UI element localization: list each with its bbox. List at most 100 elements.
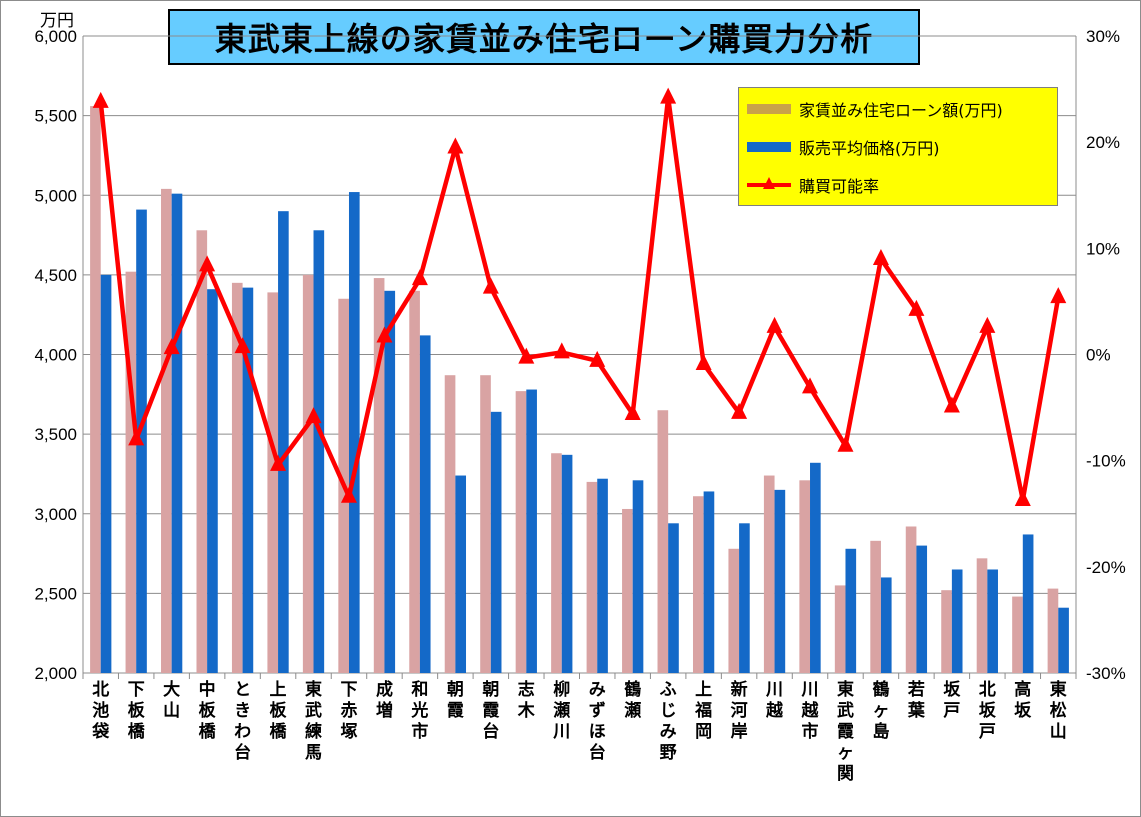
loan-bar — [976, 558, 988, 673]
x-axis-category-label: 高坂 — [1014, 679, 1032, 721]
rate-point — [199, 255, 216, 272]
rate-point — [589, 350, 606, 367]
x-axis-category-label: 川越 — [765, 680, 784, 721]
left-axis-tick-label: 5,000 — [34, 186, 77, 205]
rate-point — [234, 337, 251, 354]
price-bar — [242, 287, 254, 673]
price-bar — [278, 211, 289, 674]
right-axis-tick-label: -10% — [1086, 452, 1126, 471]
loan-bar — [941, 590, 952, 673]
price-bar — [526, 389, 537, 673]
left-axis-tick-label: 2,000 — [34, 664, 77, 683]
price-bar — [703, 491, 715, 673]
left-axis-tick-label: 5,500 — [34, 107, 77, 126]
loan-bar — [1012, 596, 1023, 673]
x-axis-category-label: 北坂戸 — [979, 680, 997, 742]
rate-point — [163, 338, 180, 355]
x-axis-category-label: 和光市 — [410, 680, 428, 742]
loan-bar — [763, 475, 775, 673]
left-axis-tick-label: 2,500 — [34, 584, 77, 603]
rate-point — [447, 137, 464, 154]
price-bar — [632, 480, 644, 673]
loan-bar — [692, 496, 704, 673]
rate-point — [1014, 489, 1031, 506]
right-axis-tick-label: 30% — [1086, 27, 1120, 46]
rate-point — [376, 326, 393, 343]
rate-point — [979, 316, 996, 333]
x-axis-category-label: 下赤塚 — [340, 680, 357, 742]
rate-point — [908, 299, 925, 316]
legend-item-price: 販売平均価格(万円) — [747, 135, 940, 159]
rate-point — [624, 403, 641, 420]
x-axis-category-label: 東武霞ヶ関 — [837, 679, 855, 784]
x-axis-category-label: 朝霞台 — [482, 679, 500, 742]
loan-bar — [1047, 588, 1059, 673]
rate-point — [411, 269, 428, 286]
left-axis-unit-label: 万円 — [40, 11, 74, 31]
price-bar — [739, 523, 750, 673]
price-bar — [490, 411, 502, 673]
price-bar — [845, 548, 857, 673]
legend-label-price: 販売平均価格(万円) — [799, 139, 940, 158]
price-bar — [880, 577, 892, 673]
x-axis-category-label: 柳瀬川 — [552, 679, 570, 742]
chart-legend: 家賃並み住宅ローン額(万円) 販売平均価格(万円) 購買可能率 — [738, 87, 1058, 206]
x-axis-category-label: ふじみ野 — [660, 680, 677, 763]
loan-bar — [161, 188, 172, 673]
price-bar — [951, 569, 963, 673]
price-bar — [100, 274, 112, 673]
rate-point — [553, 342, 570, 359]
price-bar — [455, 475, 467, 673]
legend-item-rate: 購買可能率 — [747, 173, 879, 197]
loan-bar — [657, 410, 669, 673]
rate-point — [482, 277, 499, 294]
left-axis-tick-label: 4,500 — [34, 266, 77, 285]
legend-swatch-price — [747, 142, 791, 152]
x-axis-category-label: 上福岡 — [694, 680, 712, 742]
price-bar — [916, 545, 928, 673]
x-axis-category-label: 志木 — [517, 679, 536, 721]
x-axis-category-label: 北池袋 — [91, 680, 110, 742]
legend-swatch-rate — [747, 177, 791, 189]
legend-swatch-loan — [747, 104, 791, 114]
rate-point — [340, 486, 357, 503]
x-axis-category-label: 東松山 — [1050, 679, 1067, 742]
loan-bar — [444, 375, 456, 673]
rate-point — [92, 91, 109, 108]
legend-item-loan: 家賃並み住宅ローン額(万円) — [747, 97, 1003, 121]
price-bar — [561, 454, 573, 673]
rate-point — [802, 377, 819, 394]
loan-bar — [515, 391, 527, 673]
x-axis-category-label: 大山 — [163, 679, 180, 721]
x-axis-category-label: 下板橋 — [128, 680, 146, 742]
rate-point — [731, 402, 748, 419]
x-axis-category-label: 鶴瀬 — [624, 679, 641, 721]
price-bar — [171, 193, 183, 673]
price-bar — [1058, 607, 1069, 673]
loan-bar — [90, 106, 101, 673]
loan-bar — [586, 481, 598, 673]
price-bar — [987, 569, 998, 673]
loan-bar — [196, 230, 208, 673]
price-bar — [384, 290, 396, 673]
loan-bar — [125, 271, 137, 673]
rate-point — [837, 435, 854, 452]
rate-point — [660, 87, 677, 104]
rate-point — [305, 407, 322, 424]
left-axis-tick-label: 4,000 — [34, 346, 77, 365]
price-bar — [419, 335, 431, 673]
x-axis-category-label: 朝霞 — [447, 679, 465, 721]
chart-title: 東武東上線の家賃並み住宅ローン購買力分析 — [168, 9, 920, 65]
x-axis-category-label: 中板橋 — [199, 679, 217, 742]
loan-bar — [870, 540, 881, 673]
x-axis-category-label: みずほ台 — [589, 680, 606, 763]
right-axis-tick-label: 10% — [1086, 239, 1120, 258]
loan-bar — [267, 292, 279, 673]
loan-bar — [905, 526, 917, 673]
x-axis-category-label: 若葉 — [907, 679, 926, 721]
price-bar — [313, 230, 325, 673]
loan-bar — [551, 453, 562, 673]
x-axis-category-label: 鶴ヶ島 — [872, 679, 889, 742]
x-axis-category-label: 東武練馬 — [305, 679, 322, 763]
